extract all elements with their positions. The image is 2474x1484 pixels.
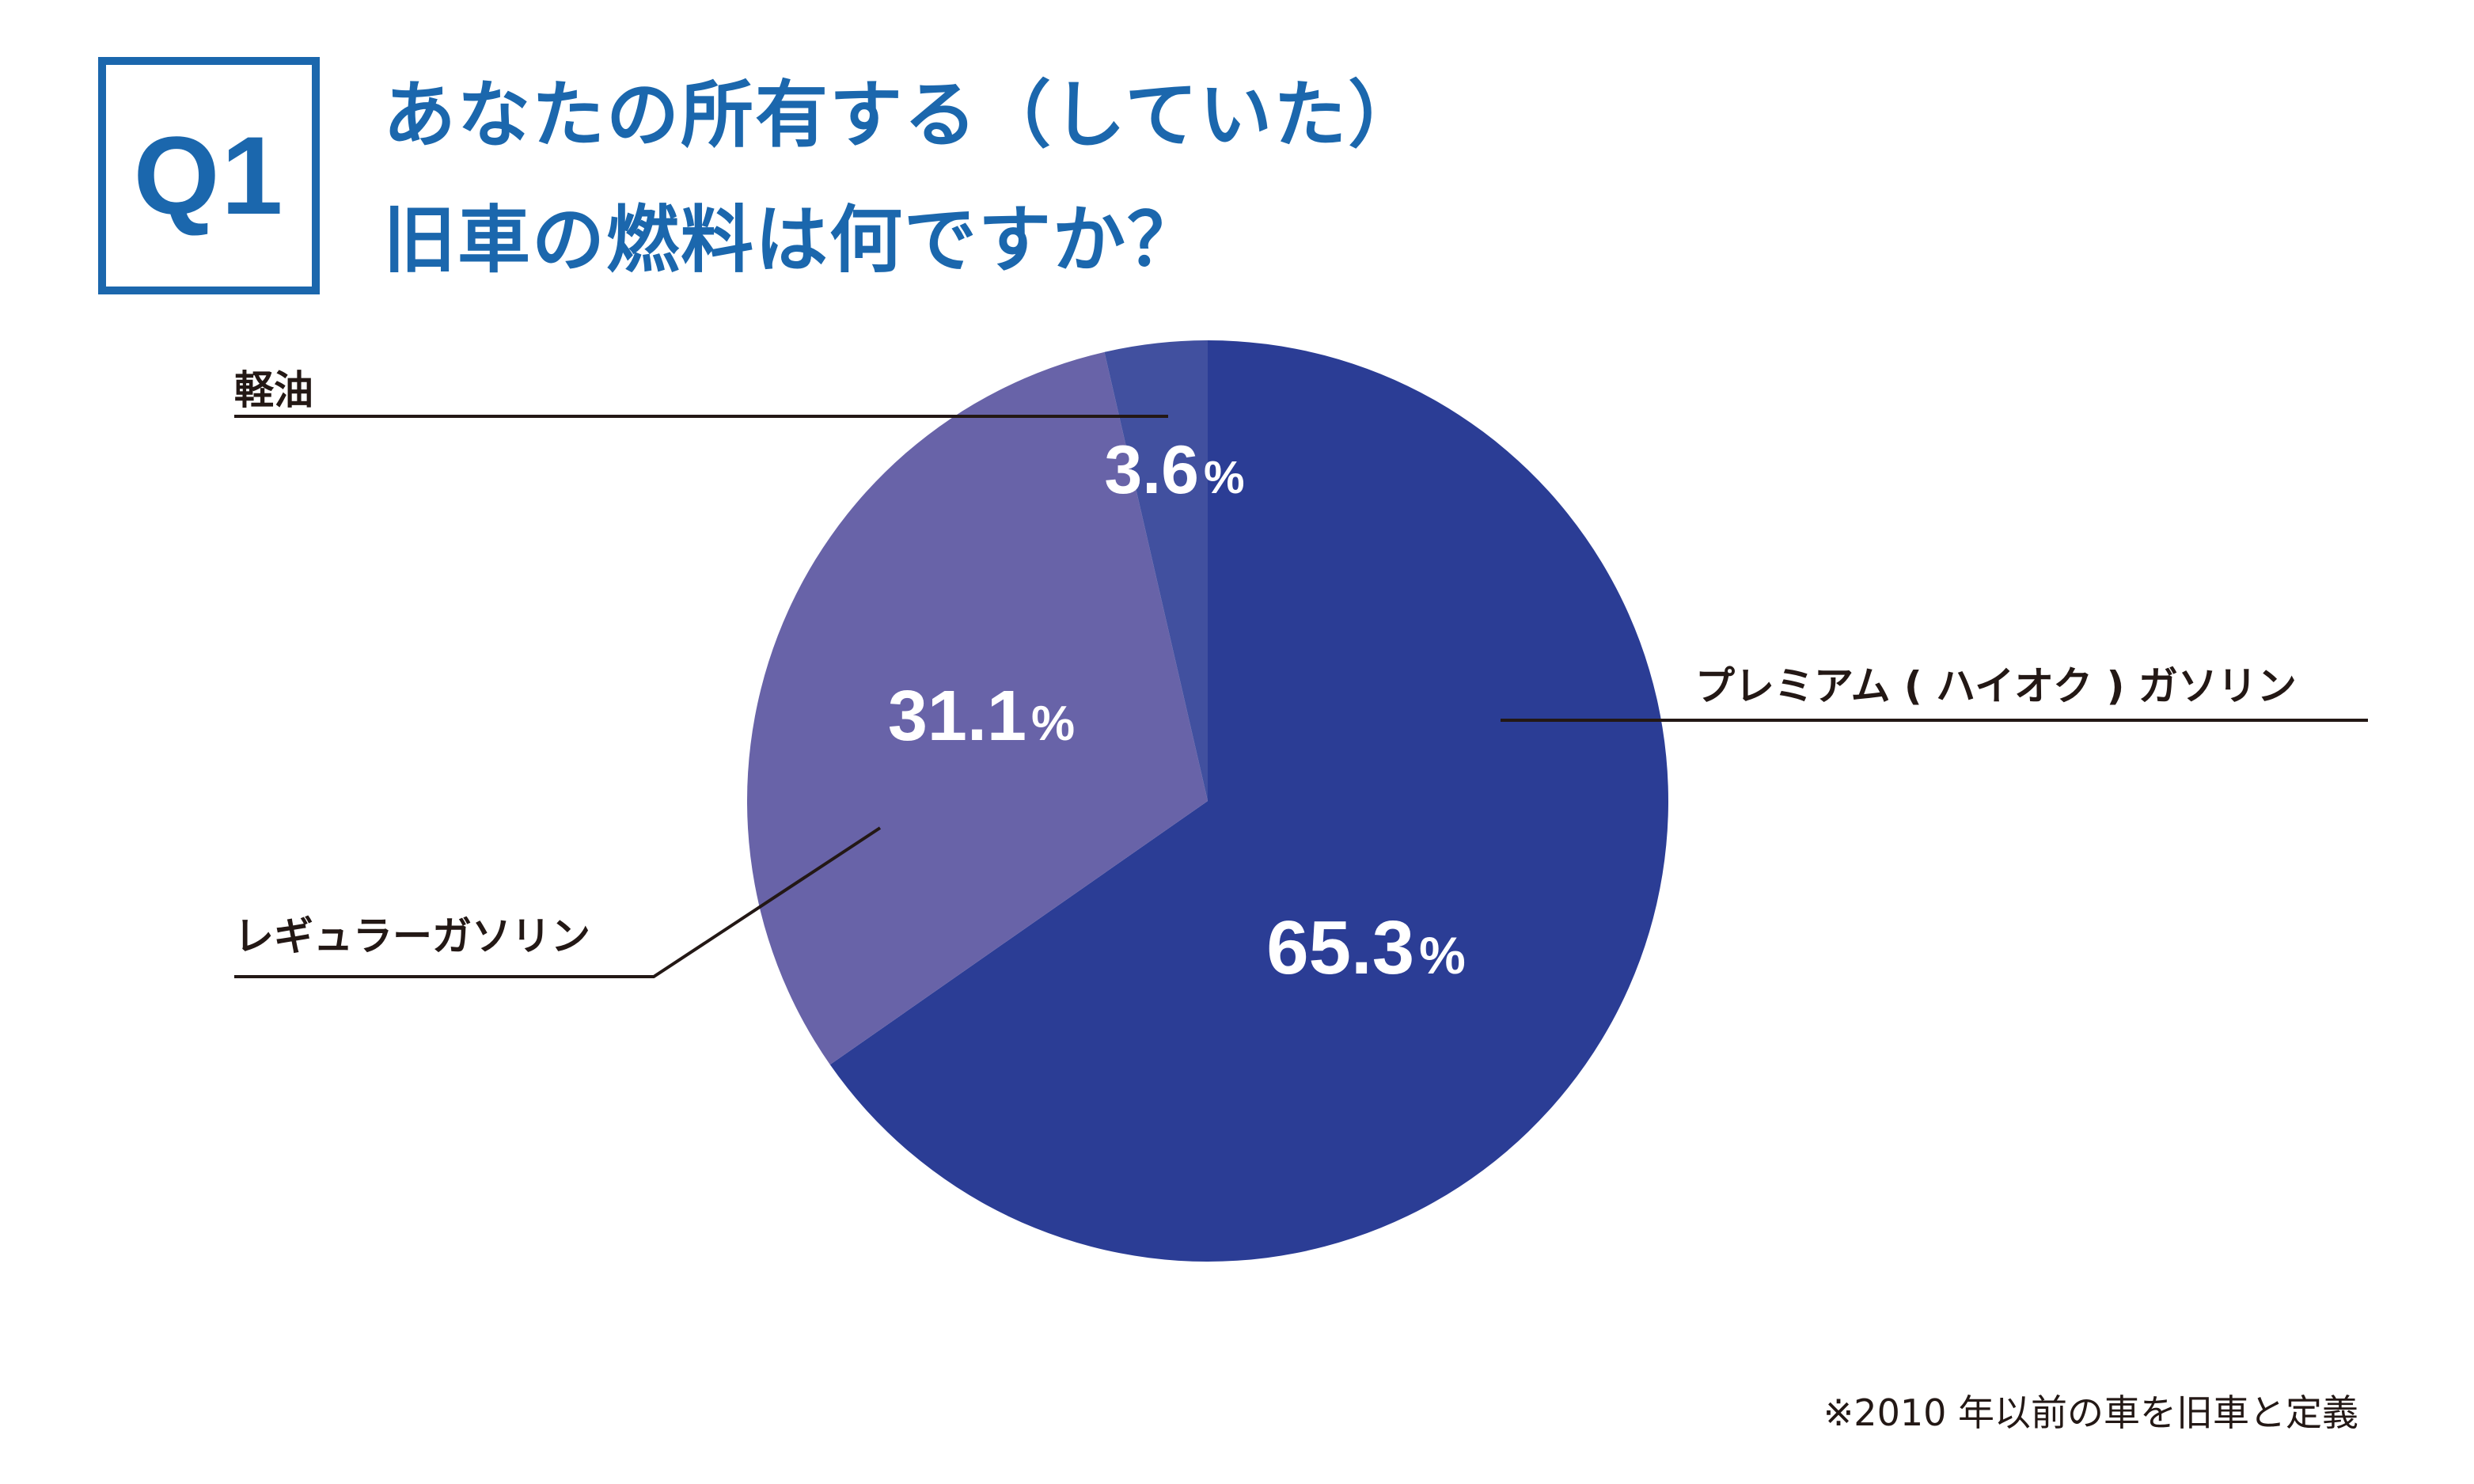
pct-value-premium: 65.3	[1266, 905, 1414, 990]
chart-title-line-2: 旧車の燃料は何ですか？	[383, 198, 1202, 283]
pct-value-diesel: 3.6	[1104, 432, 1199, 508]
leader-lines	[234, 415, 2368, 978]
question-badge: Q1	[98, 57, 320, 294]
percentage-labels: 65.3%31.1%3.6%	[888, 432, 1466, 990]
pct-label-diesel: 3.6%	[1104, 432, 1244, 508]
pct-value-regular: 31.1	[888, 677, 1026, 756]
legend-label-diesel: 軽油	[234, 367, 313, 413]
pie-slices	[747, 340, 1668, 1262]
footnote: ※2010 年以前の車を旧車と定義	[1823, 1391, 2358, 1434]
chart-title-line-1: あなたの所有する（していた）	[383, 73, 1423, 158]
legend-label-regular: レギュラーガソリン	[234, 913, 590, 959]
pct-unit-regular: %	[1031, 696, 1075, 751]
leader-line-regular	[234, 826, 882, 978]
question-number: Q1	[133, 113, 285, 237]
pct-unit-premium: %	[1419, 926, 1466, 985]
pct-label-regular: 31.1%	[888, 677, 1075, 756]
legend-label-premium: プレミアム ( ハイオク ) ガソリン	[1695, 663, 2297, 709]
pie-slice-diesel	[1104, 340, 1208, 801]
pie-slice-regular	[747, 351, 1208, 1065]
pct-unit-diesel: %	[1204, 452, 1245, 503]
pie-slice-premium	[829, 340, 1668, 1262]
pct-label-premium: 65.3%	[1266, 905, 1466, 990]
